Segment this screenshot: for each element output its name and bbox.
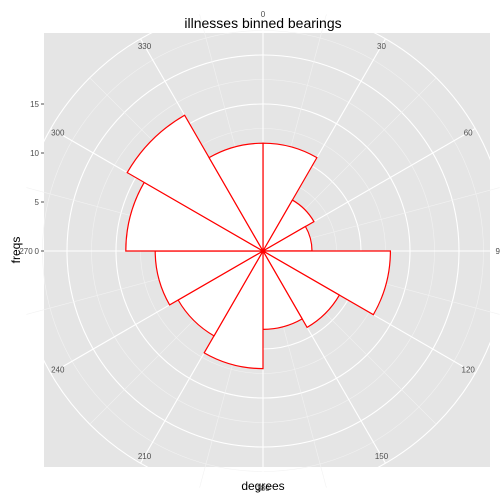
bar-wedge xyxy=(260,250,392,316)
bar-wedge xyxy=(126,114,265,253)
bar-wedge xyxy=(208,142,264,254)
radial-tick-label: 0 xyxy=(35,247,40,256)
angle-tick-label: 330 xyxy=(138,42,152,51)
bar-wedge xyxy=(203,248,264,370)
radial-tick-label: 15 xyxy=(30,100,39,109)
angle-tick-label: 300 xyxy=(51,129,65,138)
angle-tick-label: 30 xyxy=(377,42,386,51)
x-axis-label: degrees xyxy=(241,479,284,493)
angle-tick-label: 120 xyxy=(462,366,476,375)
radial-tick-labels: 0 5 10 15 xyxy=(30,100,44,256)
radial-tick-label: 5 xyxy=(35,198,40,207)
radial-tick-label: 10 xyxy=(30,149,39,158)
bar-wedge xyxy=(261,249,341,329)
angle-tick-label: 270 xyxy=(19,247,33,256)
angle-tick-label: 60 xyxy=(464,129,473,138)
angle-tick-labels: 0306090120150180210240270300330 xyxy=(19,10,500,493)
bars xyxy=(125,114,392,370)
angle-tick-label: 0 xyxy=(261,10,266,19)
bar-wedge xyxy=(261,199,315,253)
y-axis-label: freqs xyxy=(9,237,23,264)
angle-tick-label: 210 xyxy=(138,452,152,461)
angle-tick-label: 90 xyxy=(496,247,500,256)
angle-tick-label: 180 xyxy=(256,484,270,493)
angle-tick-label: 240 xyxy=(51,366,65,375)
chart-title: illnesses binned bearings xyxy=(184,15,341,31)
angle-tick-label: 150 xyxy=(375,452,389,461)
